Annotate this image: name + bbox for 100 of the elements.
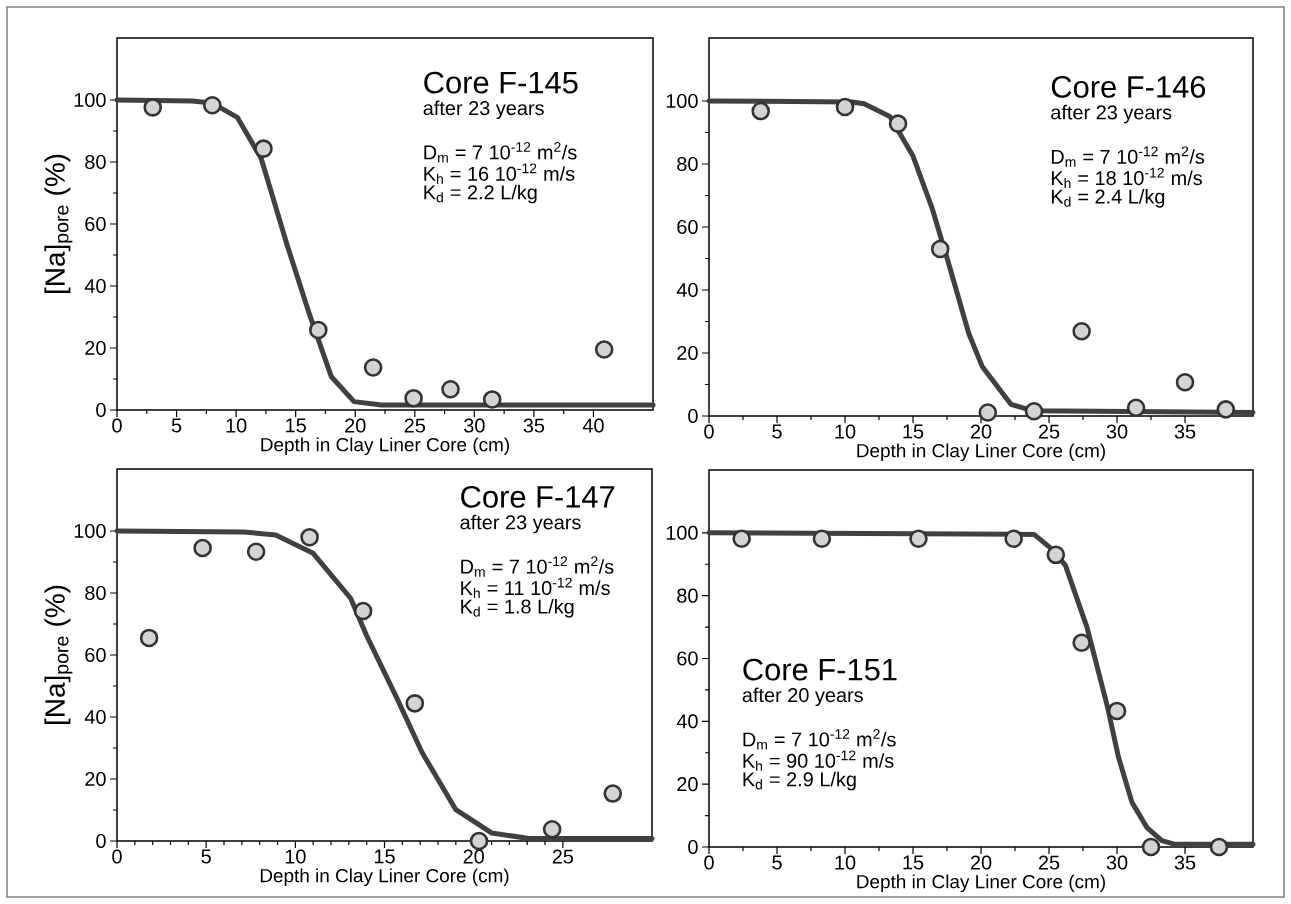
annotation: K$_{h}$ = 18 10$^{-12}$ m/s bbox=[1051, 167, 1202, 189]
y-tick-label: 80 bbox=[85, 585, 106, 601]
text: after 23 years bbox=[423, 100, 544, 120]
point bbox=[542, 819, 562, 839]
point bbox=[1175, 372, 1195, 392]
y-tick-label: 60 bbox=[85, 647, 106, 663]
y-tick-label: 20 bbox=[85, 340, 106, 356]
point bbox=[835, 97, 855, 117]
point bbox=[143, 98, 163, 117]
point bbox=[254, 139, 273, 158]
text: Core F-145 bbox=[424, 71, 578, 94]
x-tick-label: 0 bbox=[112, 849, 122, 864]
y-tick-label: 40 bbox=[84, 709, 106, 725]
point bbox=[1004, 529, 1023, 549]
point bbox=[441, 379, 460, 399]
x-tick-label: 15 bbox=[903, 855, 924, 870]
y-tick-label: 20 bbox=[85, 771, 106, 787]
point bbox=[812, 529, 832, 549]
y-axis-title: [Na]$_{pore}$ (%) bbox=[44, 585, 73, 724]
y-tick-label: 60 bbox=[677, 651, 698, 666]
y-tick-label: 20 bbox=[677, 777, 698, 792]
x-tick-label: 5 bbox=[772, 855, 782, 870]
x-tick-label: 5 bbox=[201, 849, 211, 864]
x-axis-title: Depth in Clay Liner Core (cm) bbox=[857, 874, 1105, 893]
y-tick-label: 80 bbox=[677, 588, 698, 603]
x-tick-label: 30 bbox=[1106, 855, 1128, 870]
y-tick-label: 100 bbox=[74, 523, 106, 539]
y-tick-label: 100 bbox=[666, 525, 698, 540]
point bbox=[404, 388, 423, 408]
text: Core F-146 bbox=[1051, 75, 1206, 98]
annotation: D$_{m}$ = 7 10$^{-12}$ m$^{2}$/s bbox=[461, 556, 614, 577]
y-tick-label: 60 bbox=[85, 216, 106, 232]
x-tick-label: 25 bbox=[1038, 855, 1060, 870]
y-tick-label: 40 bbox=[84, 278, 106, 294]
annotation: K$_{h}$ = 11 10$^{-12}$ m/s bbox=[461, 577, 610, 598]
x-tick-label: 35 bbox=[523, 418, 545, 433]
point bbox=[603, 784, 623, 803]
y-tick-label: 100 bbox=[666, 93, 698, 109]
y-tick-label: 0 bbox=[96, 833, 106, 849]
annotation: K$_{d}$ = 2.4 L/kg bbox=[1051, 189, 1165, 208]
text: Core F-151 bbox=[743, 658, 897, 681]
point bbox=[193, 538, 212, 558]
annotation: K$_{h}$ = 16 10$^{-12}$ m/s bbox=[424, 163, 575, 184]
point bbox=[978, 403, 998, 422]
annotation: D$_{m}$ = 7 10$^{-12}$ m$^{2}$/s bbox=[1051, 146, 1205, 167]
y-tick-label: 60 bbox=[677, 219, 698, 235]
y-tick-label: 20 bbox=[677, 345, 698, 361]
point bbox=[1216, 400, 1236, 419]
annotation: K$_{d}$ = 2.9 L/kg bbox=[743, 771, 856, 791]
point bbox=[888, 114, 908, 133]
point bbox=[732, 529, 751, 549]
x-tick-label: 10 bbox=[835, 424, 856, 439]
y-tick-label: 0 bbox=[96, 402, 106, 418]
point bbox=[482, 390, 502, 409]
point bbox=[300, 527, 319, 547]
x-tick-label: 15 bbox=[903, 424, 924, 439]
x-tick-label: 15 bbox=[286, 418, 306, 433]
point bbox=[594, 340, 614, 359]
point bbox=[203, 95, 222, 115]
annotation: K$_{d}$ = 1.8 L/kg bbox=[461, 599, 574, 618]
x-axis-title: Depth in Clay Liner Core (cm) bbox=[857, 443, 1105, 462]
x-tick-label: 0 bbox=[704, 855, 714, 870]
x-tick-label: 40 bbox=[582, 418, 604, 433]
annotation: K$_{h}$ = 90 10$^{-12}$ m/s bbox=[743, 750, 894, 771]
text: after 23 years bbox=[460, 514, 581, 534]
x-tick-label: 35 bbox=[1174, 424, 1196, 439]
y-tick-label: 40 bbox=[676, 282, 698, 298]
point bbox=[909, 529, 928, 549]
x-tick-label: 25 bbox=[404, 418, 426, 433]
x-tick-label: 5 bbox=[772, 424, 782, 439]
x-tick-label: 15 bbox=[374, 849, 395, 864]
x-tick-label: 35 bbox=[1174, 855, 1196, 870]
x-tick-label: 25 bbox=[552, 849, 574, 864]
point bbox=[1209, 837, 1229, 857]
point bbox=[139, 628, 159, 648]
point bbox=[1046, 545, 1066, 565]
chart-title: Core F-147 bbox=[461, 485, 615, 508]
point bbox=[930, 239, 950, 259]
x-tick-label: 20 bbox=[463, 849, 484, 864]
x-tick-label: 20 bbox=[345, 418, 366, 433]
point bbox=[1107, 701, 1127, 721]
y-axis-title: [Na]$_{pore}$ (%) bbox=[44, 154, 73, 293]
x-tick-label: 0 bbox=[704, 424, 714, 439]
annotation: K$_{d}$ = 2.2 L/kg bbox=[424, 184, 537, 204]
x-tick-label: 5 bbox=[171, 418, 182, 433]
point bbox=[363, 358, 383, 377]
point bbox=[353, 601, 373, 621]
y-tick-label: 80 bbox=[677, 156, 698, 172]
annotation: D$_{m}$ = 7 10$^{-12}$ m$^{2}$/s bbox=[424, 142, 577, 163]
x-tick-label: 10 bbox=[226, 418, 247, 433]
y-tick-label: 40 bbox=[676, 714, 698, 729]
point bbox=[1072, 321, 1091, 341]
x-axis-title: Depth in Clay Liner Core (cm) bbox=[261, 437, 509, 456]
point bbox=[246, 542, 266, 562]
x-tick-label: 30 bbox=[1106, 424, 1128, 439]
point bbox=[1126, 398, 1146, 418]
text: after 23 years bbox=[1051, 104, 1172, 124]
x-tick-label: 20 bbox=[970, 424, 992, 439]
point bbox=[309, 320, 328, 340]
point bbox=[751, 101, 770, 121]
